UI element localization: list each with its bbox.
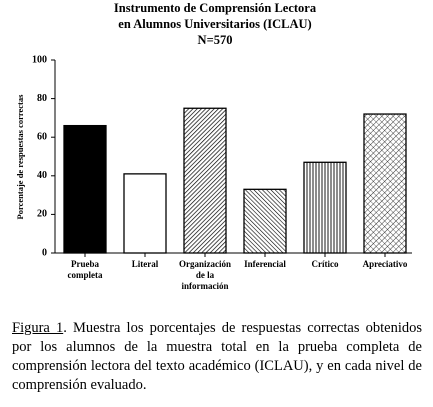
bar xyxy=(363,113,407,254)
x-tick-label: Apreciativo xyxy=(362,259,408,269)
x-tick-label: Literal xyxy=(131,259,159,269)
bar xyxy=(63,124,107,254)
y-tick-label: 80 xyxy=(37,93,47,104)
chart: Instrumento de Comprensión Lectora en Al… xyxy=(15,1,412,258)
x-tick-label: Inferencial xyxy=(244,259,286,269)
caption-label: Figura 1 xyxy=(12,320,64,336)
y-tick-label: 20 xyxy=(37,209,47,220)
bar xyxy=(243,188,287,254)
chart-title: Instrumento de Comprensión Lectora xyxy=(114,1,317,15)
caption: Figura 1. Muestra los porcentajes de res… xyxy=(12,319,422,395)
x-tick-label: Prueba completa xyxy=(67,259,103,280)
y-tick-label: 60 xyxy=(37,131,47,142)
chart-title: en Alumnos Universitarios (ICLAU) xyxy=(118,17,311,31)
chart-title: N=570 xyxy=(198,33,233,47)
y-tick-label: 40 xyxy=(37,170,47,181)
caption-text: . Muestra los porcentajes de respuestas … xyxy=(12,320,422,393)
y-axis-label: Porcentaje de respuestas correctas xyxy=(15,94,25,220)
x-tick-label: Crítico xyxy=(311,259,339,269)
y-tick-label: 100 xyxy=(32,54,47,65)
x-tick-label: Organización de la información xyxy=(179,259,231,291)
bar xyxy=(183,107,227,254)
bar xyxy=(303,161,347,254)
y-tick-label: 0 xyxy=(42,247,47,258)
bar xyxy=(123,173,167,254)
